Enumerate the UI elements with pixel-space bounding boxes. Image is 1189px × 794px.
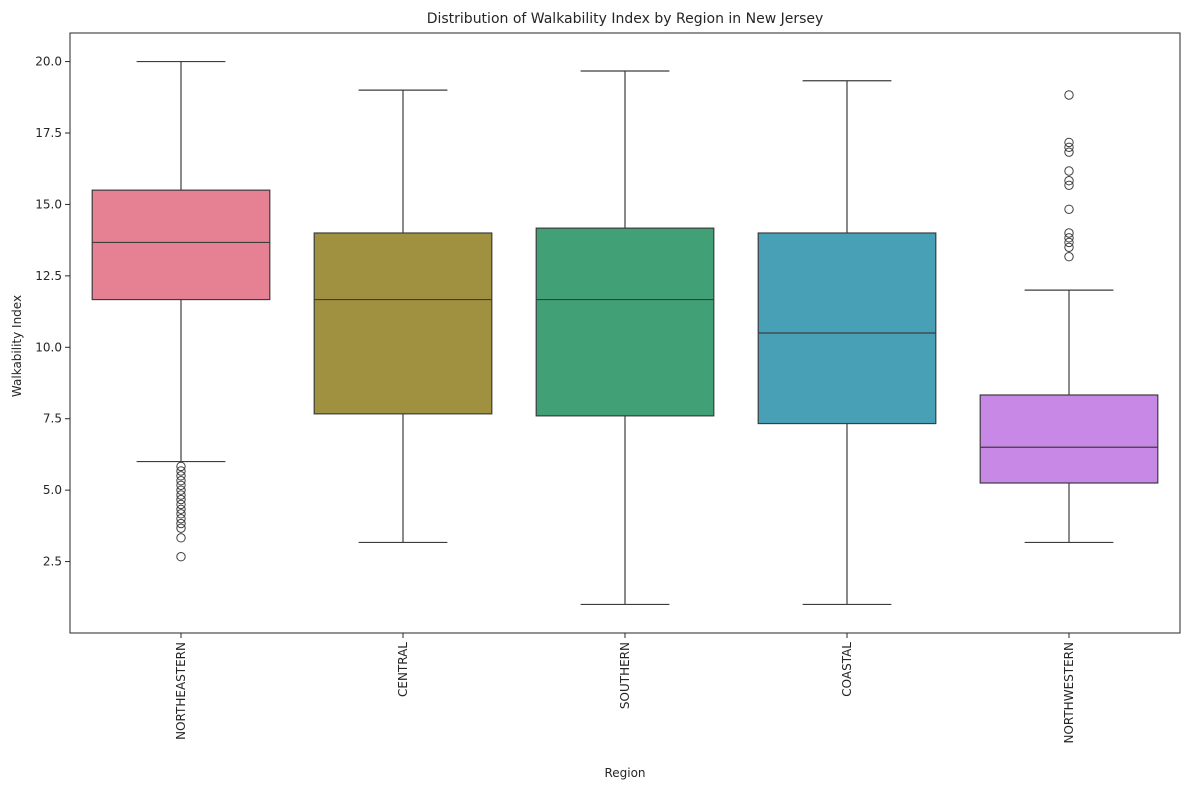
- outlier-point: [176, 461, 186, 472]
- outlier-point: [1064, 204, 1074, 214]
- iqr-box: [91, 189, 271, 301]
- y-axis-label: Walkability Index: [10, 295, 24, 397]
- x-tick-label: NORTHEASTERN: [174, 642, 188, 740]
- outlier-point: [176, 485, 186, 495]
- y-tick-label: 2.5: [43, 555, 62, 569]
- iqr-box: [979, 394, 1159, 484]
- outlier-point: [176, 494, 186, 505]
- x-tick-label: SOUTHERN: [618, 642, 632, 709]
- outlier-point: [1064, 137, 1074, 148]
- y-tick-label: 12.5: [35, 269, 62, 283]
- outlier-point: [1064, 233, 1074, 243]
- box-group-coastal: [757, 80, 937, 606]
- y-tick-label: 17.5: [35, 126, 62, 140]
- outlier-point: [176, 509, 186, 519]
- outlier-point: [176, 514, 186, 524]
- outlier-point: [1064, 90, 1074, 100]
- iqr-box: [313, 232, 493, 415]
- outlier-point: [176, 490, 186, 500]
- y-tick-label: 7.5: [43, 412, 62, 426]
- box-group-northwestern: [979, 90, 1159, 544]
- outlier-point: [1064, 252, 1074, 262]
- y-tick-label: 5.0: [43, 483, 62, 497]
- y-tick-label: 10.0: [35, 340, 62, 354]
- y-tick-label: 20.0: [35, 55, 62, 69]
- x-axis-label: Region: [604, 766, 645, 780]
- iqr-box: [757, 232, 937, 425]
- outlier-point: [176, 504, 186, 514]
- outlier-point: [1064, 142, 1074, 152]
- outlier-point: [1064, 228, 1074, 238]
- outlier-point: [1064, 166, 1074, 176]
- chart-title: Distribution of Walkability Index by Reg…: [427, 11, 824, 27]
- outlier-point: [176, 466, 186, 476]
- outlier-point: [1064, 147, 1074, 157]
- outlier-point: [1064, 237, 1074, 248]
- outlier-point: [176, 499, 186, 510]
- plot-area: 2.5 5.0 7.5 10.0 12.5 15.0 17.5 20.0 NORTHEASTER…: [35, 32, 1181, 744]
- box-group-central: [313, 89, 493, 544]
- outlier-point: [176, 523, 186, 533]
- y-tick-label: 15.0: [35, 197, 62, 211]
- outlier-point: [176, 552, 186, 562]
- outlier-point: [1064, 176, 1074, 186]
- outlier-point: [176, 533, 186, 543]
- iqr-box: [535, 227, 715, 417]
- outlier-point: [176, 476, 186, 486]
- outlier-point: [176, 480, 186, 490]
- outlier-point: [176, 471, 186, 481]
- plot-frame: [69, 32, 1181, 634]
- x-tick-label: NORTHWESTERN: [1062, 642, 1076, 744]
- x-tick-label: CENTRAL: [396, 642, 410, 697]
- outlier-point: [1064, 180, 1074, 190]
- box-group-southern: [535, 70, 715, 606]
- outlier-point: [1064, 242, 1074, 252]
- box-group-northeastern: [91, 60, 271, 562]
- outlier-point: [176, 518, 186, 529]
- x-tick-label: COASTAL: [840, 642, 854, 697]
